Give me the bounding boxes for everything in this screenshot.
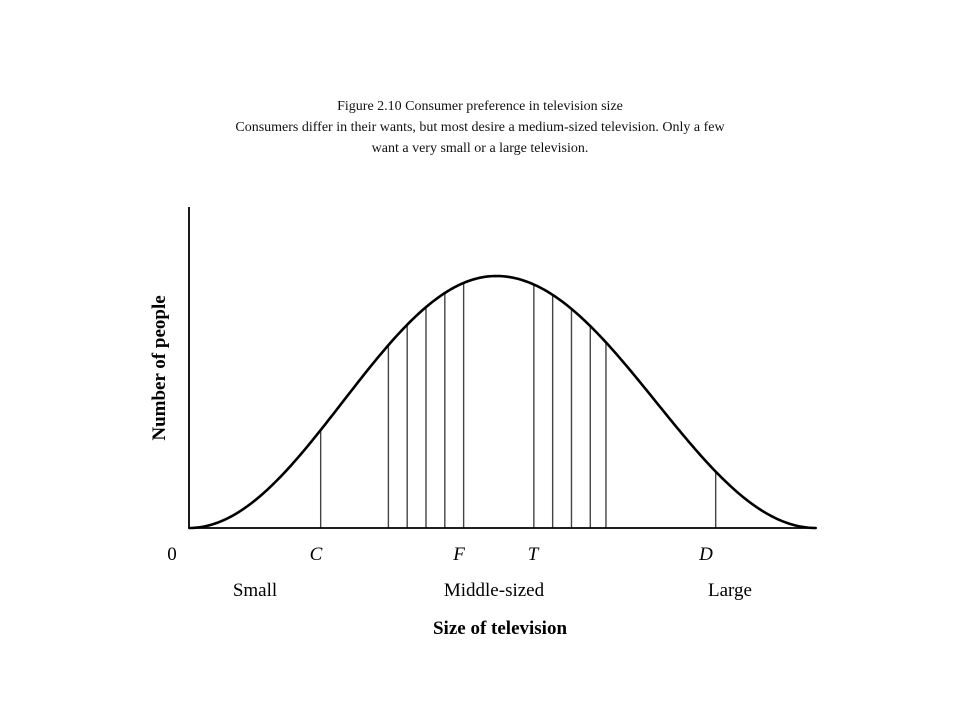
y-axis-label: Number of people	[149, 295, 170, 440]
figure-caption: Figure 2.10 Consumer preference in telev…	[130, 96, 830, 159]
x-tick-labels: 0 C F T D	[167, 544, 713, 565]
bell-curve	[188, 274, 817, 530]
x-tick-label-c: C	[310, 544, 323, 565]
region-label-middle-sized: Middle-sized	[444, 580, 545, 601]
x-tick-label-d: D	[698, 544, 713, 565]
region-label-large: Large	[708, 580, 752, 601]
region-label-small: Small	[233, 580, 277, 601]
x-axis-label: Size of television	[433, 618, 567, 639]
caption-title: Figure 2.10 Consumer preference in telev…	[337, 99, 623, 114]
vertical-lines-group	[319, 283, 717, 528]
x-tick-label-0: 0	[167, 544, 177, 565]
x-tick-label-f: F	[452, 544, 465, 565]
x-tick-label-t: T	[528, 544, 540, 565]
region-labels: Small Middle-sized Large	[233, 580, 752, 601]
caption-line-2: Consumers differ in their wants, but mos…	[235, 120, 725, 135]
caption-line-3: want a very small or a large television.	[371, 141, 589, 156]
